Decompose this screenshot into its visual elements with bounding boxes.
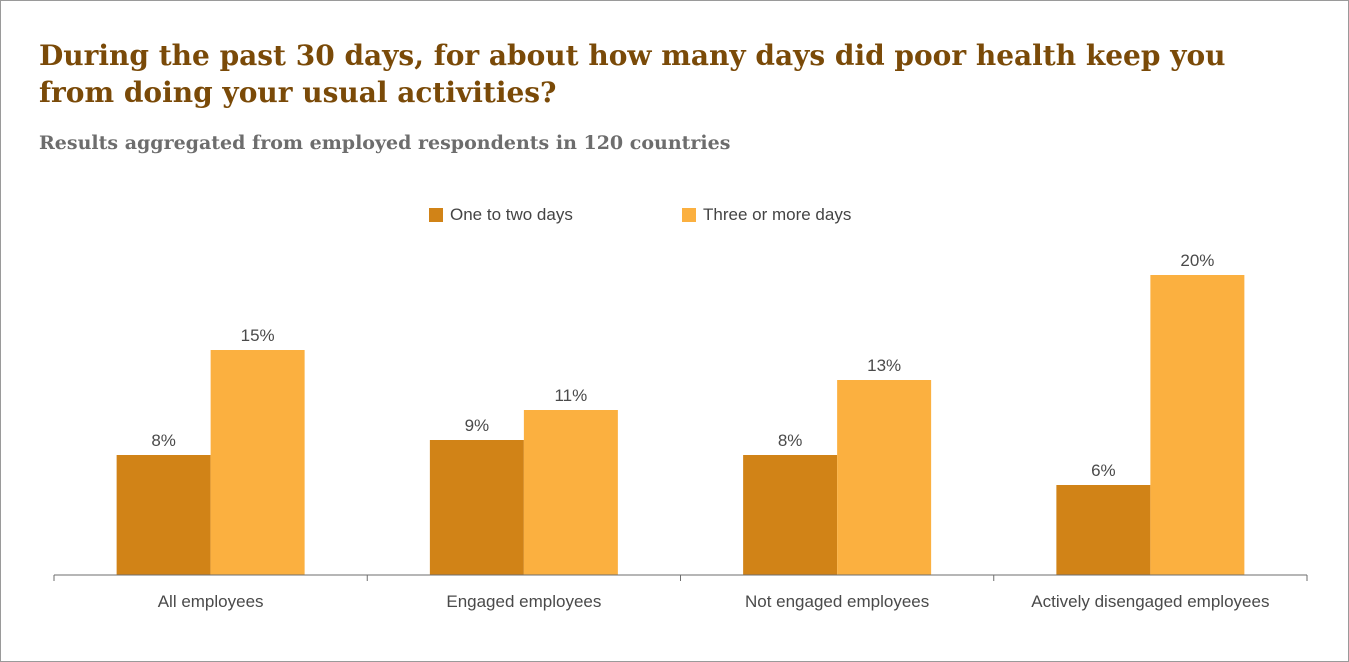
data-label-one-to-two-days-actively-disengaged-employees: 6% xyxy=(1091,461,1116,480)
x-tick-label-not-engaged-employees: Not engaged employees xyxy=(745,592,929,611)
legend-label-three-or-more-days: Three or more days xyxy=(703,205,852,224)
x-tick-label-actively-disengaged-employees: Actively disengaged employees xyxy=(1031,592,1269,611)
x-tick-label-all-employees: All employees xyxy=(158,592,264,611)
legend-item-one-to-two-days: One to two days xyxy=(429,203,573,227)
data-label-one-to-two-days-not-engaged-employees: 8% xyxy=(778,431,803,450)
data-label-three-or-more-days-all-employees: 15% xyxy=(241,326,275,345)
bar-three-or-more-days-not-engaged-employees xyxy=(837,380,932,575)
data-label-three-or-more-days-not-engaged-employees: 13% xyxy=(867,356,901,375)
bar-one-to-two-days-engaged-employees xyxy=(429,440,524,575)
bar-three-or-more-days-all-employees xyxy=(210,350,305,575)
legend-item-three-or-more-days: Three or more days xyxy=(682,203,851,227)
x-tick-label-engaged-employees: Engaged employees xyxy=(446,592,601,611)
bar-one-to-two-days-actively-disengaged-employees xyxy=(1056,485,1151,575)
chart-title: During the past 30 days, for about how m… xyxy=(39,39,1226,109)
bar-three-or-more-days-actively-disengaged-employees xyxy=(1150,275,1245,575)
legend-swatch-three-or-more-days xyxy=(682,208,696,222)
chart-legend: One to two days Three or more days xyxy=(1,203,1349,227)
data-label-three-or-more-days-actively-disengaged-employees: 20% xyxy=(1180,251,1214,270)
bar-one-to-two-days-not-engaged-employees xyxy=(743,455,838,575)
data-label-one-to-two-days-engaged-employees: 9% xyxy=(465,416,490,435)
data-label-three-or-more-days-engaged-employees: 11% xyxy=(554,386,587,405)
chart-subtitle: Results aggregated from employed respond… xyxy=(39,132,731,154)
legend-swatch-one-to-two-days xyxy=(429,208,443,222)
bar-three-or-more-days-engaged-employees xyxy=(523,410,618,575)
legend-label-one-to-two-days: One to two days xyxy=(450,205,573,224)
bar-one-to-two-days-all-employees xyxy=(116,455,211,575)
data-label-one-to-two-days-all-employees: 8% xyxy=(151,431,176,450)
